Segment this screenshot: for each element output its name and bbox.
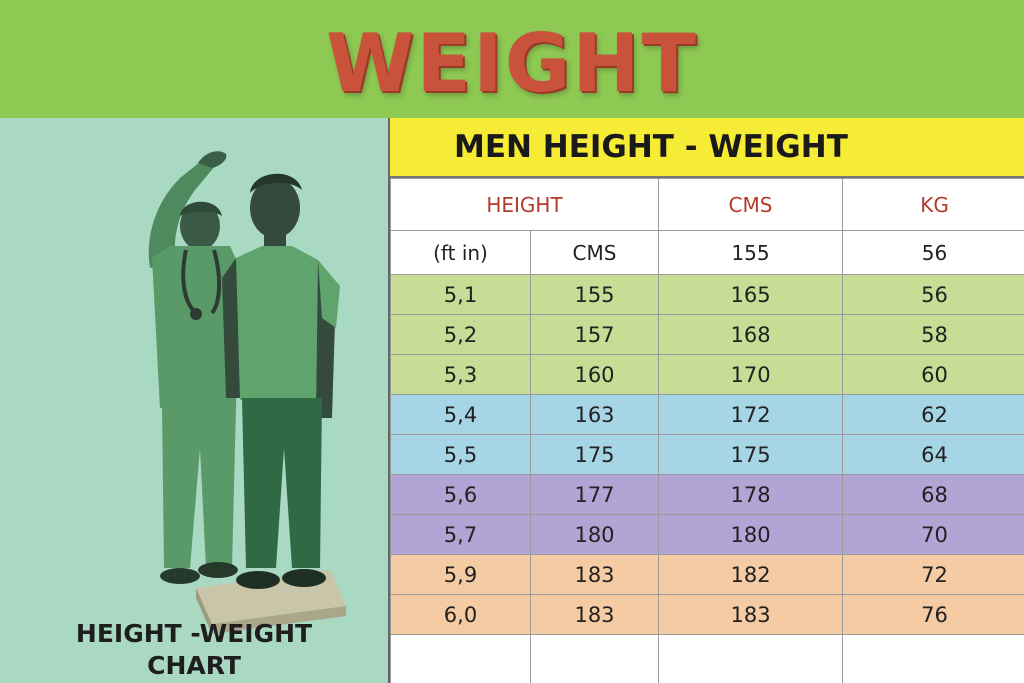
cell-cms: 183 bbox=[529, 554, 660, 595]
cell-cms: 177 bbox=[529, 474, 660, 515]
cell-cms: 157 bbox=[529, 314, 660, 355]
empty-cell bbox=[529, 634, 660, 683]
cell-cms2: 180 bbox=[658, 514, 844, 555]
table-row: 5,7 180 180 70 bbox=[390, 514, 1024, 555]
cell-kg: 76 bbox=[842, 594, 1024, 635]
height-weight-table-panel: MEN HEIGHT - WEIGHT HEIGHT CMS KG (ft in… bbox=[388, 118, 1024, 683]
cell-kg: 70 bbox=[842, 514, 1024, 555]
header-height: HEIGHT bbox=[389, 178, 660, 231]
empty-cell bbox=[390, 634, 531, 683]
top-banner: WEIGHT bbox=[0, 0, 1024, 118]
cell-kg: 56 bbox=[842, 274, 1024, 315]
table-row: 5,5 175 175 64 bbox=[390, 434, 1024, 475]
patient-figure bbox=[222, 173, 340, 589]
header-kg: KG bbox=[842, 178, 1024, 231]
cell-kg: 58 bbox=[842, 314, 1024, 355]
cell-cms2: 178 bbox=[658, 474, 844, 515]
table-row: 5,1 155 165 56 bbox=[390, 274, 1024, 315]
empty-cell bbox=[842, 634, 1024, 683]
cell-cms2: 170 bbox=[658, 354, 844, 395]
doctor-measuring-patient-illustration bbox=[148, 151, 346, 634]
subheader-kg-value: 56 bbox=[842, 230, 1024, 275]
header-cms: CMS bbox=[658, 178, 844, 231]
cell-ftin: 5,4 bbox=[390, 394, 531, 435]
cell-kg: 62 bbox=[842, 394, 1024, 435]
table-title: MEN HEIGHT - WEIGHT bbox=[390, 118, 1024, 178]
doctor-figure bbox=[148, 151, 240, 584]
subheader-cms-value: 155 bbox=[658, 230, 844, 275]
cell-ftin: 5,9 bbox=[390, 554, 531, 595]
cell-ftin: 5,7 bbox=[390, 514, 531, 555]
cell-ftin: 5,6 bbox=[390, 474, 531, 515]
cell-ftin: 6,0 bbox=[390, 594, 531, 635]
table-empty-row bbox=[390, 634, 1024, 683]
cell-kg: 68 bbox=[842, 474, 1024, 515]
cell-ftin: 5,5 bbox=[390, 434, 531, 475]
cell-kg: 64 bbox=[842, 434, 1024, 475]
cell-ftin: 5,3 bbox=[390, 354, 531, 395]
cell-kg: 60 bbox=[842, 354, 1024, 395]
cell-cms: 175 bbox=[529, 434, 660, 475]
table-row: 5,9 183 182 72 bbox=[390, 554, 1024, 595]
cell-kg: 72 bbox=[842, 554, 1024, 595]
cell-cms2: 175 bbox=[658, 434, 844, 475]
cell-cms: 163 bbox=[529, 394, 660, 435]
table-row: 5,2 157 168 58 bbox=[390, 314, 1024, 355]
subheader-cms: CMS bbox=[529, 230, 660, 275]
subheader-ftin: (ft in) bbox=[390, 230, 531, 275]
cell-cms: 155 bbox=[529, 274, 660, 315]
cell-ftin: 5,2 bbox=[390, 314, 531, 355]
cell-cms2: 172 bbox=[658, 394, 844, 435]
table-row: 5,6 177 178 68 bbox=[390, 474, 1024, 515]
cell-cms: 183 bbox=[529, 594, 660, 635]
table-subheader-row: (ft in) CMS 155 56 bbox=[390, 230, 1024, 275]
cell-ftin: 5,1 bbox=[390, 274, 531, 315]
caption-line-1: HEIGHT -WEIGHT bbox=[75, 619, 313, 648]
empty-cell bbox=[658, 634, 844, 683]
illustration-panel: HEIGHT -WEIGHT CHART bbox=[0, 118, 388, 683]
cell-cms2: 182 bbox=[658, 554, 844, 595]
height-weight-table: HEIGHT CMS KG (ft in) CMS 155 56 5,1 155 1… bbox=[389, 178, 1024, 683]
cell-cms2: 168 bbox=[658, 314, 844, 355]
chart-caption: HEIGHT -WEIGHT CHART bbox=[44, 618, 344, 682]
cell-cms2: 165 bbox=[658, 274, 844, 315]
table-row: 5,4 163 172 62 bbox=[390, 394, 1024, 435]
cell-cms: 160 bbox=[529, 354, 660, 395]
table-row: 5,3 160 170 60 bbox=[390, 354, 1024, 395]
caption-line-2: CHART bbox=[147, 651, 241, 680]
banner-title: WEIGHT bbox=[326, 16, 698, 110]
cell-cms2: 183 bbox=[658, 594, 844, 635]
table-header-row: HEIGHT CMS KG bbox=[389, 178, 1024, 231]
table-row: 6,0 183 183 76 bbox=[390, 594, 1024, 635]
cell-cms: 180 bbox=[529, 514, 660, 555]
